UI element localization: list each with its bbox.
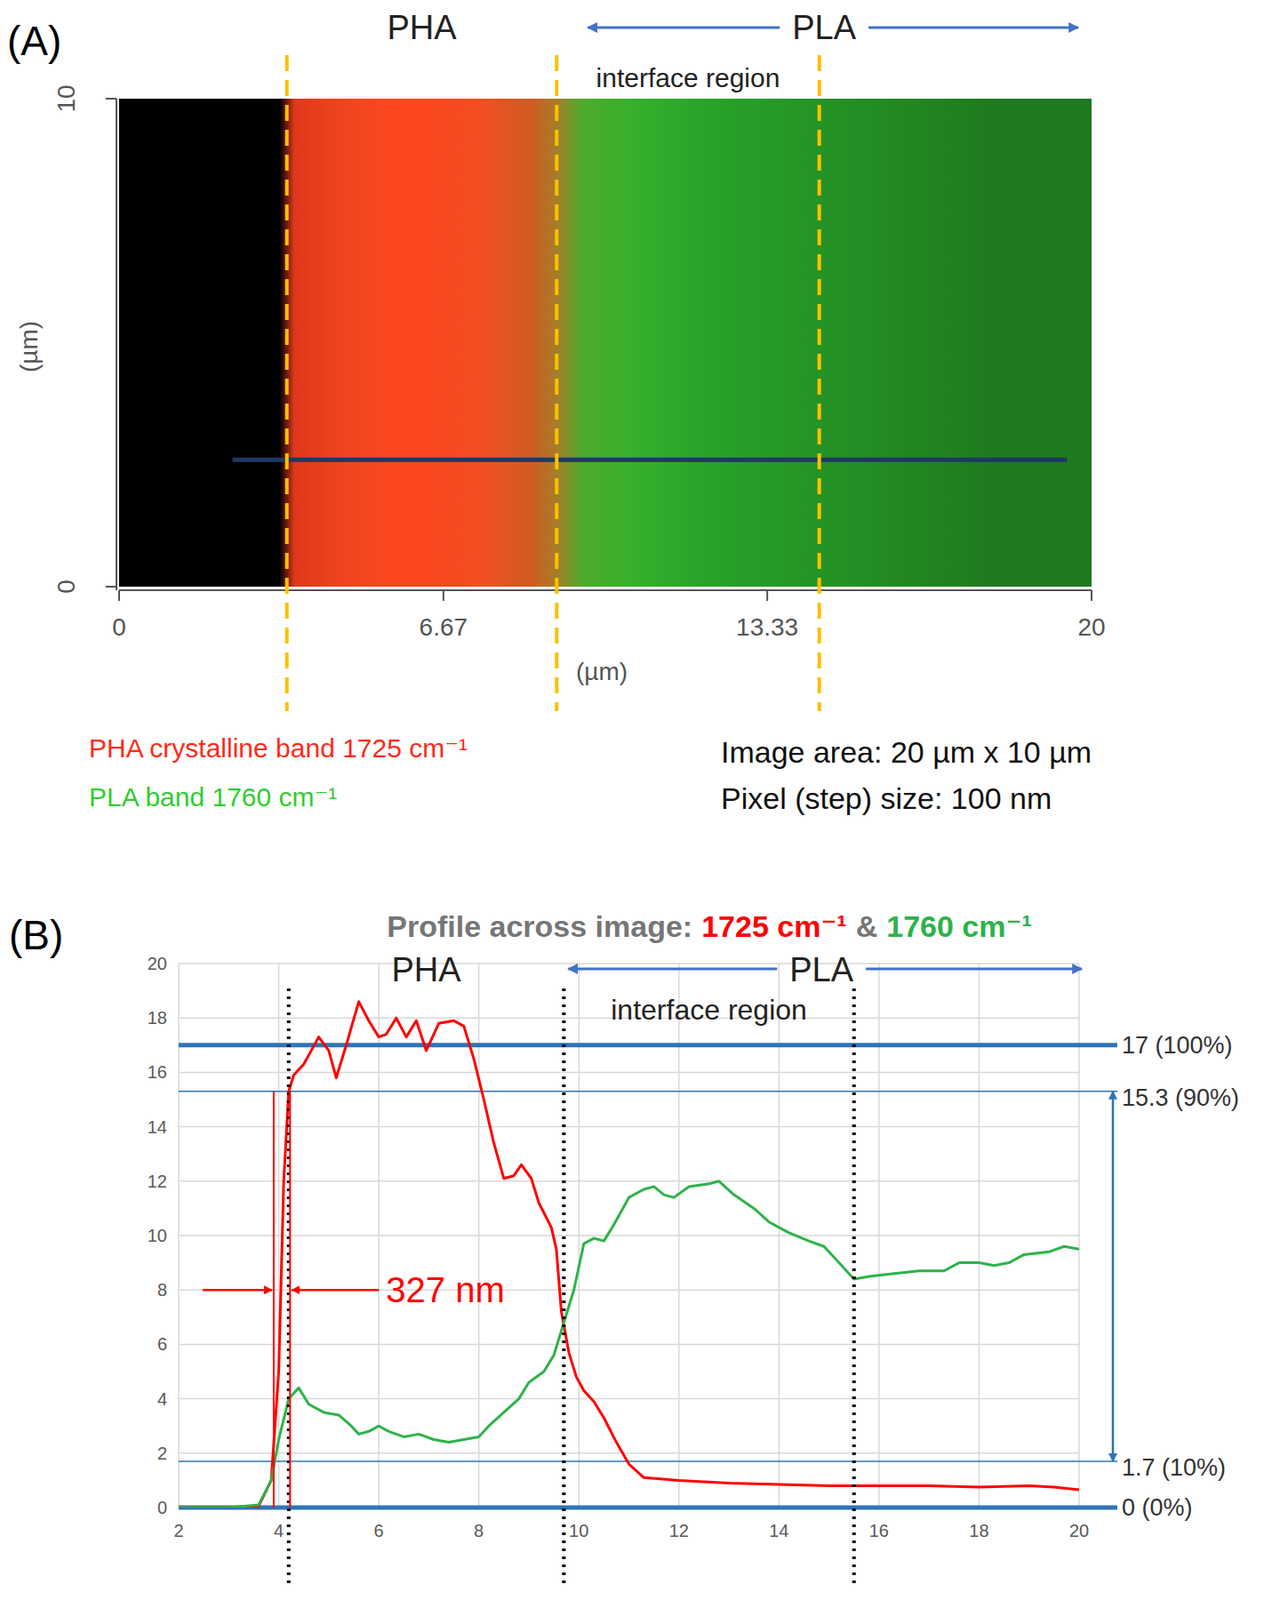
y-axis-line [115, 98, 118, 591]
raman-image [119, 98, 1092, 587]
panel-label: (A) [7, 17, 62, 64]
x-tick-label: 14 [768, 1520, 789, 1541]
x-tick-label: 18 [968, 1520, 989, 1541]
x-axis-label: (µm) [576, 657, 628, 686]
grid-line [178, 1126, 1080, 1128]
reference-line [178, 1460, 1118, 1463]
region-divider [285, 55, 289, 712]
grid-line [178, 1072, 1080, 1074]
x-tick-label: 20 [1069, 1520, 1089, 1541]
reference-label: 1.7 (10%) [1121, 1454, 1226, 1481]
chart-title: Profile across image:1725 cm⁻¹&1760 cm⁻¹ [386, 909, 1032, 944]
panel-profile: (B) Profile across image:1725 cm⁻¹&1760 c… [8, 909, 1240, 1587]
region-label: interface region [610, 993, 808, 1026]
y-axis-label: (µm) [15, 320, 43, 373]
series-group [178, 1001, 1080, 1508]
x-tick-label: 4 [273, 1520, 284, 1541]
grid-line [178, 1288, 1080, 1291]
x-tick-label: 6 [374, 1520, 384, 1541]
x-tick-label: 16 [869, 1520, 889, 1541]
y-tick-label: 16 [147, 1062, 168, 1082]
profile-line [232, 457, 1067, 463]
panel-label: (B) [8, 912, 64, 959]
title-joiner: & [856, 909, 879, 944]
y-tick-label: 0 [52, 579, 80, 594]
title-text: Profile across image: [386, 909, 693, 944]
region-label: PHA [386, 8, 457, 47]
y-tick [105, 585, 117, 588]
title-series: 1725 cm⁻¹ [701, 909, 848, 944]
x-tick [1090, 590, 1093, 601]
region-divider [561, 988, 566, 1587]
width-marker [288, 1091, 291, 1508]
grid-line [178, 1398, 1080, 1400]
region-divider [554, 55, 559, 712]
region-divider [287, 988, 291, 1587]
x-tick-label: 8 [473, 1520, 484, 1541]
x-axis-line [119, 589, 1092, 592]
reference-label: 17 (100%) [1121, 1032, 1233, 1059]
grid-line [178, 1452, 1080, 1455]
y-tick-label: 4 [157, 1389, 168, 1409]
y-tick-label: 10 [147, 1225, 168, 1246]
y-tick-label: 10 [52, 84, 80, 112]
y-tick-label: 14 [147, 1117, 168, 1137]
width-label: 327 nm [385, 1270, 504, 1310]
series-line [178, 1001, 1080, 1508]
y-tick-label: 12 [147, 1171, 168, 1192]
x-tick-label: 20 [1077, 613, 1105, 641]
y-tick-label: 0 [157, 1497, 168, 1518]
x-tick [442, 590, 445, 601]
y-tick-label: 6 [157, 1334, 168, 1354]
grid-line [178, 962, 1080, 965]
region-divider [817, 55, 822, 712]
reference-line [178, 1090, 1118, 1093]
region-arrow [568, 968, 777, 971]
x-tick-label: 6.67 [419, 613, 469, 641]
grid-line [178, 1234, 1080, 1237]
x-tick-label: 2 [173, 1520, 184, 1541]
region-arrow [868, 26, 1079, 30]
legend-entry: PLA band 1760 cm⁻¹ [88, 782, 337, 812]
region-divider [852, 988, 856, 1587]
series-line [178, 1181, 1080, 1508]
x-tick-label: 13.33 [736, 613, 799, 641]
region-arrow [865, 968, 1082, 971]
reference-label: 15.3 (90%) [1121, 1084, 1240, 1112]
width-marker [272, 1091, 275, 1508]
region-label: PLA [789, 951, 854, 989]
y-tick-label: 20 [147, 953, 168, 974]
region-label: interface region [596, 63, 781, 93]
panel-image: (A) 0 6.67 13.33 20 0 10 (µm) (µm) PHA PLA interfac… [7, 8, 1106, 816]
image-note: Pixel (step) size: 100 nm [720, 781, 1052, 816]
grid-line [178, 1180, 1080, 1183]
width-arrow [291, 1288, 379, 1292]
x-tick [118, 590, 120, 601]
image-area [119, 98, 1092, 587]
region-label: PLA [792, 8, 856, 47]
image-note: Image area: 20 µm x 10 µm [720, 735, 1092, 769]
region-label: PHA [392, 951, 463, 989]
width-arrow [202, 1288, 272, 1292]
reference-line [178, 1042, 1118, 1048]
background [0, 0, 1272, 1600]
x-tick-label: 0 [112, 613, 127, 641]
y-tick-label: 18 [147, 1008, 168, 1028]
y-tick [105, 97, 117, 100]
y-tick-label: 2 [157, 1443, 168, 1464]
x-tick-label: 10 [568, 1520, 589, 1541]
title-series: 1760 cm⁻¹ [886, 909, 1032, 944]
reference-label: 0 (0%) [1121, 1494, 1193, 1521]
grid-line [178, 1344, 1080, 1346]
y-tick-label: 8 [157, 1280, 168, 1300]
region-arrow [587, 26, 780, 30]
figure: (A)06.6713.3320010(µm)(µm)PHAPLAinterfac… [0, 0, 1272, 1600]
range-arrow [1112, 1091, 1115, 1462]
x-tick [766, 590, 768, 601]
legend-entry: PHA crystalline band 1725 cm⁻¹ [88, 733, 468, 763]
x-tick-label: 12 [669, 1520, 689, 1541]
reference-line [178, 1505, 1118, 1511]
